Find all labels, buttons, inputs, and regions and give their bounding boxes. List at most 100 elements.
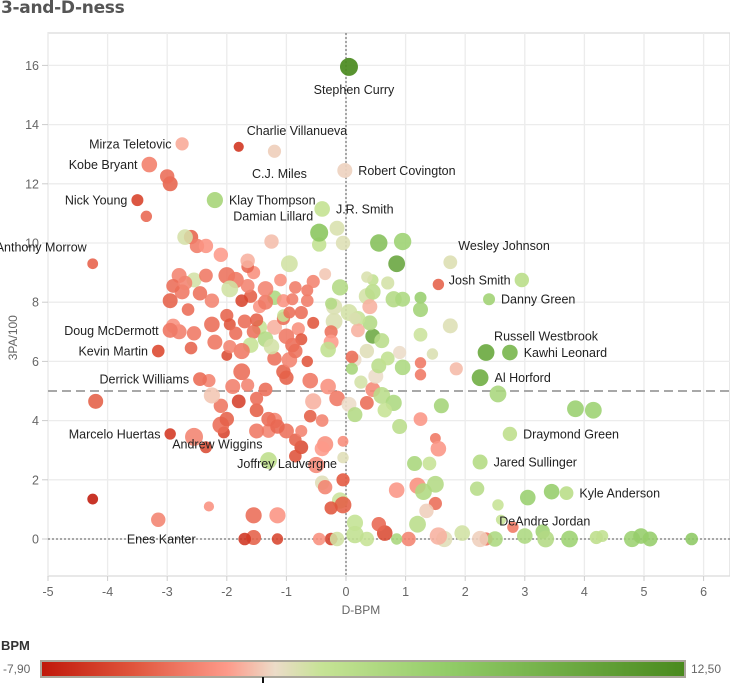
data-point[interactable] — [258, 382, 273, 397]
data-point[interactable] — [166, 279, 181, 293]
data-point[interactable] — [250, 313, 264, 327]
data-point[interactable] — [300, 294, 314, 308]
data-point[interactable] — [314, 441, 330, 457]
data-point[interactable] — [407, 456, 423, 472]
data-point[interactable] — [289, 281, 302, 294]
data-point-labeled[interactable] — [310, 223, 329, 242]
data-point[interactable] — [320, 341, 336, 358]
data-point[interactable] — [223, 340, 237, 354]
data-point[interactable] — [249, 403, 264, 418]
data-point[interactable] — [409, 515, 426, 533]
data-point[interactable] — [235, 294, 248, 308]
data-point[interactable] — [337, 451, 349, 464]
data-point[interactable] — [395, 291, 411, 307]
data-point[interactable] — [184, 341, 198, 355]
data-point-labeled[interactable] — [502, 426, 518, 442]
data-point[interactable] — [413, 412, 428, 427]
data-point[interactable] — [329, 531, 345, 547]
data-point[interactable] — [374, 333, 390, 349]
data-point[interactable] — [263, 338, 280, 355]
data-point[interactable] — [543, 483, 560, 500]
data-point[interactable] — [203, 387, 220, 404]
data-point[interactable] — [345, 362, 358, 375]
data-point[interactable] — [270, 419, 285, 434]
data-point[interactable] — [492, 499, 504, 511]
data-point[interactable] — [419, 503, 434, 519]
data-point[interactable] — [249, 423, 265, 439]
data-point[interactable] — [413, 327, 428, 342]
data-point[interactable] — [199, 268, 213, 283]
data-point-labeled[interactable] — [162, 322, 178, 338]
data-point-labeled[interactable] — [589, 530, 603, 545]
data-point-labeled[interactable] — [336, 473, 350, 487]
data-point-labeled[interactable] — [443, 255, 458, 270]
data-point[interactable] — [274, 273, 287, 287]
data-point[interactable] — [414, 291, 427, 304]
data-point[interactable] — [271, 533, 284, 545]
data-point[interactable] — [561, 530, 578, 548]
data-point[interactable] — [388, 482, 405, 498]
data-point[interactable] — [347, 407, 363, 423]
data-point[interactable] — [185, 427, 204, 446]
data-point[interactable] — [303, 409, 317, 423]
data-point-labeled[interactable] — [193, 372, 207, 387]
data-point[interactable] — [414, 369, 427, 381]
data-point[interactable] — [394, 359, 411, 376]
data-point[interactable] — [289, 449, 302, 463]
data-point[interactable] — [519, 489, 536, 506]
data-point[interactable] — [308, 456, 325, 474]
data-point[interactable] — [469, 481, 485, 496]
data-point[interactable] — [267, 351, 282, 366]
data-point[interactable] — [140, 210, 153, 223]
data-point[interactable] — [237, 314, 252, 329]
data-point-labeled[interactable] — [477, 344, 495, 361]
data-point-labeled[interactable] — [339, 57, 358, 76]
data-point[interactable] — [317, 480, 333, 495]
data-point-labeled[interactable] — [472, 454, 488, 470]
data-point[interactable] — [312, 532, 326, 546]
data-point[interactable] — [199, 441, 212, 454]
data-point[interactable] — [305, 393, 322, 410]
data-point[interactable] — [203, 501, 215, 512]
data-point[interactable] — [584, 401, 602, 419]
data-point[interactable] — [307, 316, 320, 329]
data-point-labeled[interactable] — [164, 428, 176, 440]
data-point[interactable] — [392, 419, 408, 435]
data-point-labeled[interactable] — [151, 344, 165, 358]
data-point[interactable] — [283, 306, 296, 319]
data-point[interactable] — [238, 532, 251, 546]
data-point[interactable] — [414, 357, 427, 369]
data-point[interactable] — [204, 293, 220, 308]
data-point[interactable] — [186, 326, 202, 341]
data-point[interactable] — [430, 440, 447, 457]
data-point[interactable] — [495, 514, 507, 525]
data-point[interactable] — [294, 305, 308, 320]
data-point[interactable] — [325, 297, 338, 310]
data-point[interactable] — [291, 322, 305, 336]
data-point[interactable] — [432, 278, 445, 291]
data-point[interactable] — [359, 343, 375, 359]
data-point[interactable] — [286, 293, 299, 306]
data-point[interactable] — [219, 411, 234, 427]
data-point[interactable] — [380, 351, 395, 366]
data-point[interactable] — [264, 234, 279, 249]
data-point[interactable] — [346, 514, 364, 531]
data-point[interactable] — [192, 286, 208, 301]
data-point[interactable] — [354, 375, 368, 389]
data-point[interactable] — [221, 280, 239, 298]
data-point[interactable] — [162, 293, 178, 309]
data-point[interactable] — [371, 517, 386, 532]
data-point[interactable] — [393, 232, 412, 251]
data-point[interactable] — [345, 350, 359, 364]
data-point[interactable] — [87, 493, 99, 505]
data-point-labeled[interactable] — [260, 452, 277, 469]
data-point[interactable] — [266, 319, 282, 335]
data-point[interactable] — [88, 393, 104, 409]
data-point-labeled[interactable] — [206, 191, 223, 209]
data-point[interactable] — [302, 372, 319, 389]
data-point[interactable] — [429, 527, 448, 545]
data-point[interactable] — [507, 521, 519, 533]
data-point[interactable] — [278, 328, 295, 345]
data-point[interactable] — [365, 284, 381, 300]
data-point[interactable] — [289, 433, 302, 447]
